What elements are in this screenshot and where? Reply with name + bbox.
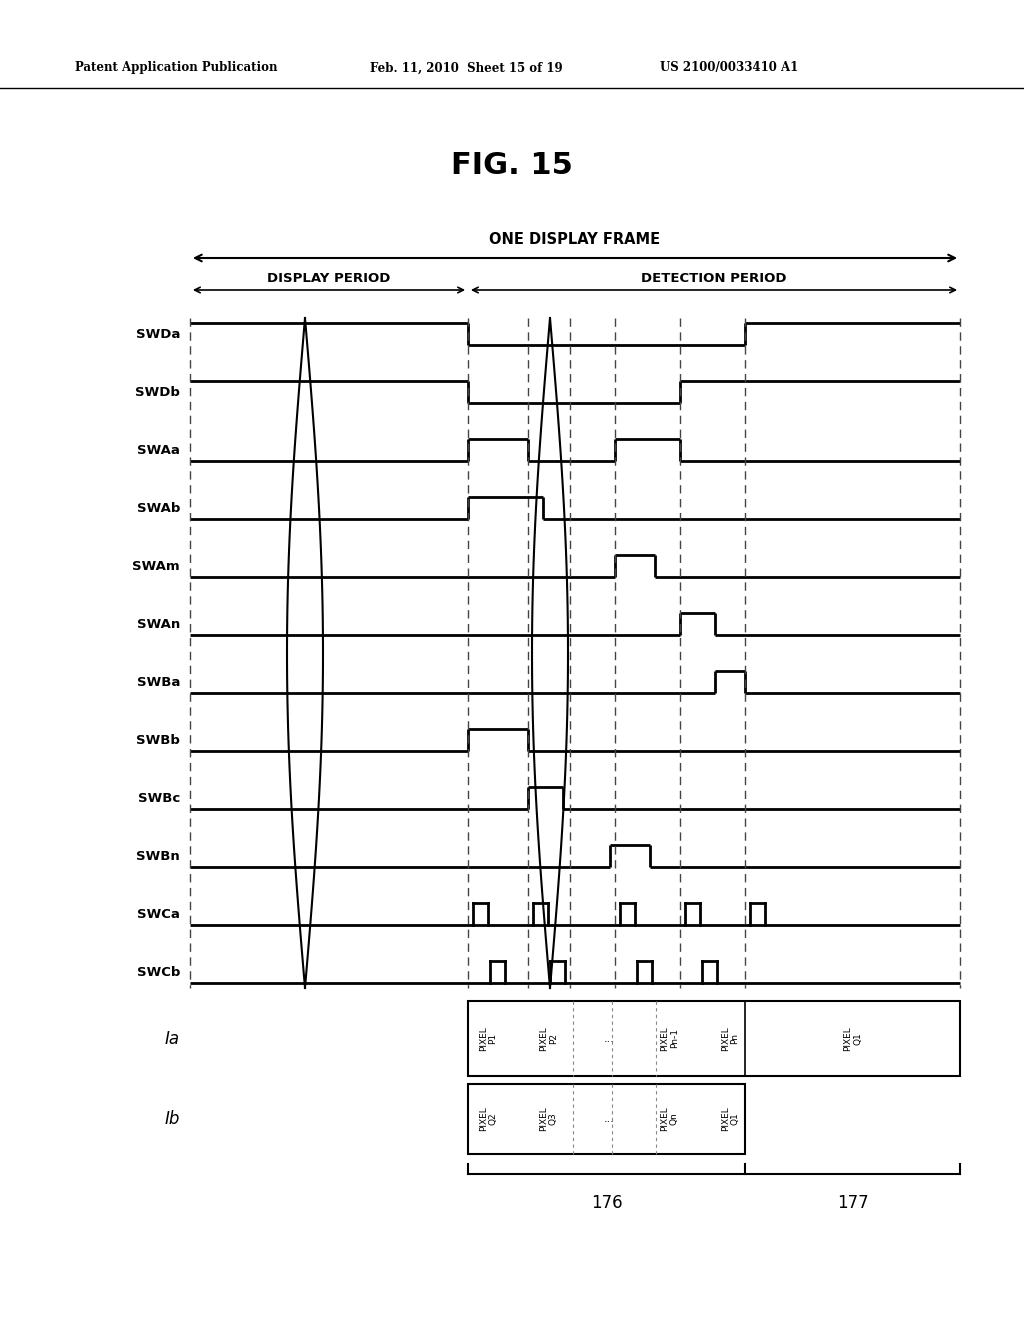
- Text: ...: ...: [603, 1034, 614, 1044]
- Text: Feb. 11, 2010  Sheet 15 of 19: Feb. 11, 2010 Sheet 15 of 19: [370, 62, 562, 74]
- Text: PIXEL
Q3: PIXEL Q3: [540, 1106, 558, 1131]
- Text: SWCa: SWCa: [137, 908, 180, 920]
- Text: PIXEL
P1: PIXEL P1: [478, 1026, 498, 1051]
- Text: SWBc: SWBc: [138, 792, 180, 804]
- Text: SWBa: SWBa: [136, 676, 180, 689]
- Text: PIXEL
Pn-1: PIXEL Pn-1: [660, 1026, 679, 1051]
- Text: SWAm: SWAm: [132, 560, 180, 573]
- Text: DISPLAY PERIOD: DISPLAY PERIOD: [267, 272, 391, 285]
- Text: SWDa: SWDa: [135, 327, 180, 341]
- Text: Ib: Ib: [165, 1110, 180, 1129]
- Text: SWAa: SWAa: [137, 444, 180, 457]
- Bar: [468, 1084, 745, 1154]
- Text: PIXEL
Pn: PIXEL Pn: [721, 1026, 739, 1051]
- Text: Patent Application Publication: Patent Application Publication: [75, 62, 278, 74]
- Text: SWAn: SWAn: [137, 618, 180, 631]
- Text: DETECTION PERIOD: DETECTION PERIOD: [641, 272, 786, 285]
- Text: 177: 177: [837, 1195, 868, 1212]
- Text: PIXEL
Q2: PIXEL Q2: [478, 1106, 498, 1131]
- Text: SWBb: SWBb: [136, 734, 180, 747]
- Text: Ia: Ia: [165, 1030, 180, 1048]
- Text: ONE DISPLAY FRAME: ONE DISPLAY FRAME: [489, 232, 660, 248]
- Text: FIG. 15: FIG. 15: [451, 150, 573, 180]
- Text: PIXEL
Q1: PIXEL Q1: [843, 1026, 862, 1051]
- Text: PIXEL
P2: PIXEL P2: [540, 1026, 558, 1051]
- Text: PIXEL
Qn: PIXEL Qn: [660, 1106, 679, 1131]
- Text: SWAb: SWAb: [136, 502, 180, 515]
- Text: ...: ...: [603, 1114, 614, 1125]
- Text: 176: 176: [591, 1195, 623, 1212]
- Text: SWCb: SWCb: [136, 965, 180, 978]
- Text: SWBn: SWBn: [136, 850, 180, 862]
- Text: SWDb: SWDb: [135, 385, 180, 399]
- Bar: [468, 1001, 961, 1076]
- Text: US 2100/0033410 A1: US 2100/0033410 A1: [660, 62, 799, 74]
- Text: PIXEL
Q1: PIXEL Q1: [721, 1106, 739, 1131]
